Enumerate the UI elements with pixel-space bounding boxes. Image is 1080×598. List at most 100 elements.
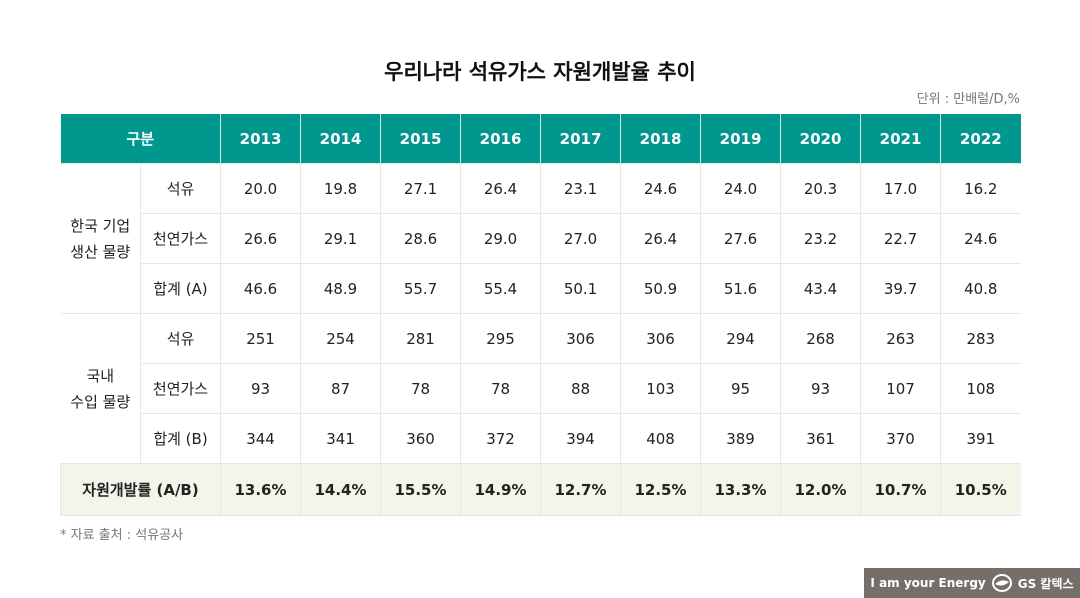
cell-value: 254 (300, 313, 382, 364)
cell-value: 29.1 (300, 213, 382, 264)
ratio-label: 자원개발률 (A/B) (59, 463, 222, 516)
cell-value: 26.6 (220, 213, 302, 264)
ratio-value: 13.3% (700, 463, 782, 516)
header-category: 구분 (60, 114, 221, 164)
row-label: 합계 (A) (139, 263, 222, 314)
row-label: 석유 (139, 163, 222, 214)
cell-value: 341 (300, 413, 382, 464)
cell-value: 22.7 (860, 213, 942, 264)
ratio-value: 13.6% (220, 463, 302, 516)
cell-value: 27.0 (540, 213, 622, 264)
cell-value: 27.1 (380, 163, 462, 214)
header-year: 2014 (300, 114, 381, 164)
cell-value: 344 (220, 413, 302, 464)
cell-value: 93 (780, 363, 862, 414)
source-note: * 자료 출처 : 석유공사 (60, 528, 184, 543)
cell-value: 40.8 (940, 263, 1021, 314)
row-label: 합계 (B) (139, 413, 222, 464)
table-row: 국내 수입 물량 석유 251 254 281 295 306 306 294 268 263 283 (60, 313, 1021, 464)
cell-value: 295 (460, 313, 542, 364)
ratio-row: 자원개발률 (A/B) 13.6% 14.4% 15.5% 14.9% 12.7% 12.5… (59, 463, 1021, 516)
cell-value: 306 (540, 313, 622, 364)
cell-value: 87 (300, 363, 382, 414)
cell-value: 23.1 (540, 163, 622, 214)
cell-value: 251 (220, 313, 302, 364)
ratio-value: 10.5% (940, 463, 1021, 516)
ratio-value: 12.7% (540, 463, 622, 516)
cell-value: 394 (540, 413, 622, 464)
page-title: 우리나라 석유가스 자원개발율 추이 (384, 60, 696, 84)
cell-value: 50.1 (540, 263, 622, 314)
brand-name: GS 칼텍스 (1017, 576, 1074, 591)
cell-value: 283 (940, 313, 1021, 364)
cell-value: 361 (780, 413, 862, 464)
group-label: 국내 수입 물량 (60, 313, 141, 464)
cell-value: 43.4 (780, 263, 862, 314)
ratio-value: 12.0% (780, 463, 862, 516)
cell-value: 391 (940, 413, 1021, 464)
header-year: 2022 (940, 114, 1021, 164)
ratio-value: 14.4% (300, 463, 382, 516)
unit-label: 단위 : 만배럴/D,% (916, 92, 1020, 107)
cell-value: 24.6 (940, 213, 1021, 264)
slogan: I am your Energy (870, 576, 986, 590)
ratio-value: 14.9% (460, 463, 542, 516)
row-label: 석유 (139, 313, 222, 364)
cell-value: 16.2 (940, 163, 1021, 214)
cell-value: 17.0 (860, 163, 942, 214)
group-label: 한국 기업 생산 물량 (60, 163, 141, 314)
header-year: 2017 (540, 114, 621, 164)
cell-value: 20.0 (220, 163, 302, 214)
cell-value: 24.6 (620, 163, 702, 214)
cell-value: 268 (780, 313, 862, 364)
cell-value: 48.9 (300, 263, 382, 314)
cell-value: 27.6 (700, 213, 782, 264)
table-row: 천연가스 26.6 29.1 28.6 29.0 27.0 26.4 27.6 23.2 22.7… (61, 213, 1021, 264)
cell-value: 26.4 (460, 163, 542, 214)
cell-value: 108 (940, 363, 1021, 414)
header-year: 2015 (380, 114, 461, 164)
table-row: 합계 (A) 46.6 48.9 55.7 55.4 50.1 50.9 51.6 43.4 39… (61, 263, 1021, 314)
header-year: 2019 (700, 114, 781, 164)
table-row: 한국 기업 생산 물량 석유 20.0 19.8 27.1 26.4 23.1 24.6 24.… (60, 163, 1021, 314)
ratio-value: 15.5% (380, 463, 462, 516)
cell-value: 28.6 (380, 213, 462, 264)
header-year: 2016 (460, 114, 541, 164)
table-row: 천연가스 93 87 78 78 88 103 95 93 107 108 (61, 363, 1021, 414)
cell-value: 78 (460, 363, 542, 414)
cell-value: 281 (380, 313, 462, 364)
cell-value: 107 (860, 363, 942, 414)
cell-value: 78 (380, 363, 462, 414)
cell-value: 306 (620, 313, 702, 364)
footer-logo: I am your Energy GS 칼텍스 (864, 568, 1080, 598)
cell-value: 95 (700, 363, 782, 414)
cell-value: 26.4 (620, 213, 702, 264)
cell-value: 23.2 (780, 213, 862, 264)
row-label: 천연가스 (139, 363, 222, 414)
cell-value: 103 (620, 363, 702, 414)
cell-value: 39.7 (860, 263, 942, 314)
cell-value: 370 (860, 413, 942, 464)
cell-value: 408 (620, 413, 702, 464)
cell-value: 88 (540, 363, 622, 414)
ratio-value: 10.7% (860, 463, 942, 516)
header-year: 2021 (860, 114, 941, 164)
cell-value: 389 (700, 413, 782, 464)
cell-value: 50.9 (620, 263, 702, 314)
cell-value: 55.4 (460, 263, 542, 314)
table-row: 합계 (B) 344 341 360 372 394 408 389 361 370 391 (61, 413, 1021, 464)
cell-value: 93 (220, 363, 302, 414)
table-header-row: 구분 2013 2014 2015 2016 2017 2018 2019 2020 2021 2… (60, 114, 1021, 164)
cell-value: 360 (380, 413, 462, 464)
cell-value: 29.0 (460, 213, 542, 264)
cell-value: 19.8 (300, 163, 382, 214)
header-year: 2013 (220, 114, 301, 164)
ratio-value: 12.5% (620, 463, 702, 516)
gs-caltex-logo-icon (991, 574, 1012, 592)
cell-value: 20.3 (780, 163, 862, 214)
cell-value: 263 (860, 313, 942, 364)
header-year: 2020 (780, 114, 861, 164)
cell-value: 46.6 (220, 263, 302, 314)
data-table: 구분 2013 2014 2015 2016 2017 2018 2019 2020 2021 2… (59, 114, 1021, 516)
cell-value: 55.7 (380, 263, 462, 314)
